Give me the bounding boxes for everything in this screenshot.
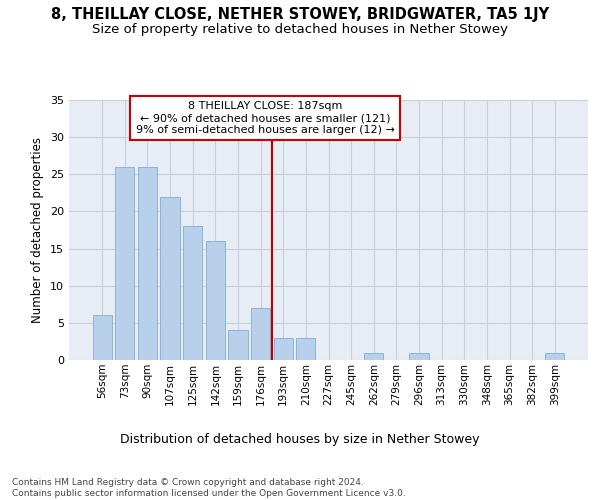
Bar [206,241,225,360]
Bar [251,308,270,360]
Text: 8 THEILLAY CLOSE: 187sqm
← 90% of detached houses are smaller (121)
9% of semi-d: 8 THEILLAY CLOSE: 187sqm ← 90% of detach… [136,102,395,134]
Bar [229,330,248,360]
Bar [160,196,180,360]
Bar [545,352,565,360]
Text: 8, THEILLAY CLOSE, NETHER STOWEY, BRIDGWATER, TA5 1JY: 8, THEILLAY CLOSE, NETHER STOWEY, BRIDGW… [51,8,549,22]
Bar [274,338,293,360]
Bar [364,352,383,360]
Text: Distribution of detached houses by size in Nether Stowey: Distribution of detached houses by size … [120,432,480,446]
Bar [183,226,202,360]
Bar [92,316,112,360]
Bar [296,338,316,360]
Bar [115,167,134,360]
Bar [409,352,428,360]
Text: Size of property relative to detached houses in Nether Stowey: Size of property relative to detached ho… [92,22,508,36]
Text: Contains HM Land Registry data © Crown copyright and database right 2024.
Contai: Contains HM Land Registry data © Crown c… [12,478,406,498]
Bar [138,167,157,360]
Y-axis label: Number of detached properties: Number of detached properties [31,137,44,323]
